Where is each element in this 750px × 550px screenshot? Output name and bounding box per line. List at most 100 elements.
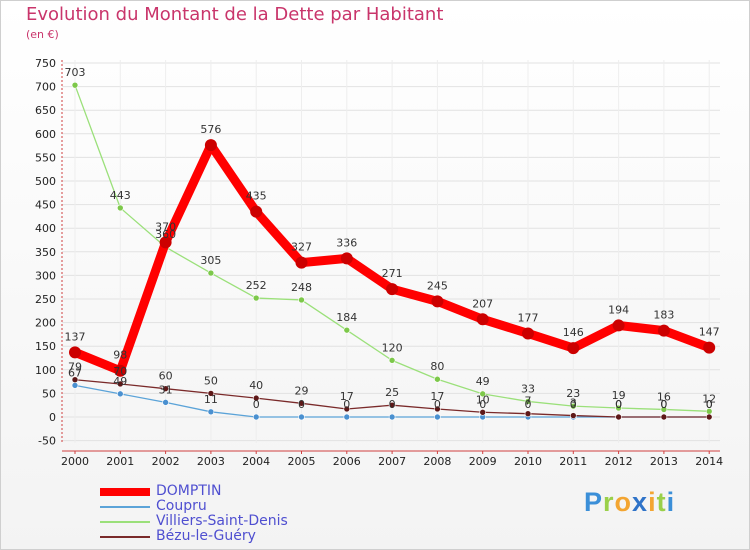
data-point bbox=[388, 413, 396, 421]
legend-swatch bbox=[100, 536, 150, 538]
data-point bbox=[298, 296, 305, 304]
data-label: 360 bbox=[155, 228, 176, 241]
data-label: 336 bbox=[336, 236, 357, 249]
y-tick-label: 50 bbox=[42, 387, 56, 400]
data-point bbox=[434, 413, 441, 421]
data-point bbox=[479, 390, 487, 398]
chart-title: Evolution du Montant de la Dette par Hab… bbox=[26, 4, 444, 25]
data-label: 184 bbox=[336, 311, 357, 324]
data-point bbox=[660, 406, 668, 413]
data-point bbox=[567, 342, 580, 355]
data-label: 23 bbox=[566, 387, 580, 400]
data-point bbox=[524, 410, 532, 417]
data-label: 0 bbox=[253, 398, 260, 411]
data-point bbox=[207, 390, 215, 397]
data-label: 0 bbox=[706, 398, 713, 411]
legend-swatch bbox=[100, 506, 150, 508]
data-point bbox=[386, 283, 399, 296]
data-point bbox=[434, 405, 441, 413]
data-point bbox=[69, 346, 81, 359]
data-label: 146 bbox=[563, 326, 584, 339]
data-point bbox=[343, 326, 351, 334]
legend-label: Bézu-le-Guéry bbox=[156, 528, 256, 544]
data-point bbox=[117, 390, 124, 398]
data-label: 0 bbox=[525, 398, 532, 411]
brand-letter: P bbox=[584, 487, 604, 517]
brand-logo: Proxiti bbox=[584, 487, 675, 518]
y-tick-label: 550 bbox=[35, 151, 56, 164]
data-label: 31 bbox=[159, 383, 173, 396]
x-tick-label: 2005 bbox=[288, 455, 316, 468]
data-label: 7 bbox=[525, 395, 532, 408]
data-point bbox=[660, 413, 668, 421]
y-tick-label: 500 bbox=[35, 175, 56, 188]
data-label: 25 bbox=[385, 386, 399, 399]
data-label: 40 bbox=[249, 379, 263, 392]
brand-letter: o bbox=[614, 487, 633, 517]
data-label: 194 bbox=[608, 303, 629, 316]
data-point bbox=[298, 400, 305, 407]
x-tick-label: 2013 bbox=[650, 455, 678, 468]
data-label: 183 bbox=[653, 309, 674, 322]
data-point bbox=[569, 412, 577, 419]
data-point bbox=[162, 399, 169, 406]
data-point bbox=[388, 357, 396, 364]
data-label: 49 bbox=[476, 375, 490, 388]
data-label: 0 bbox=[570, 398, 577, 411]
data-label: 370 bbox=[155, 220, 176, 233]
data-label: 49 bbox=[113, 375, 127, 388]
data-point bbox=[340, 252, 353, 265]
data-point bbox=[657, 324, 670, 337]
data-point bbox=[615, 413, 622, 421]
y-tick-label: 400 bbox=[35, 222, 56, 235]
y-tick-label: 250 bbox=[35, 293, 56, 306]
data-point bbox=[207, 269, 215, 277]
data-label: 435 bbox=[246, 190, 267, 203]
data-point bbox=[524, 398, 532, 405]
data-label: 0 bbox=[434, 398, 441, 411]
data-point bbox=[162, 385, 169, 392]
data-label: 29 bbox=[295, 384, 309, 397]
data-label: 576 bbox=[200, 123, 221, 136]
legend-swatch bbox=[100, 521, 150, 523]
data-label: 0 bbox=[343, 398, 350, 411]
data-label: 16 bbox=[657, 390, 671, 403]
x-tick-label: 2008 bbox=[423, 455, 451, 468]
y-tick-label: 450 bbox=[35, 199, 56, 212]
data-point bbox=[522, 327, 534, 340]
data-label: 33 bbox=[521, 382, 535, 395]
x-tick-label: 2002 bbox=[152, 455, 180, 468]
y-tick-label: 150 bbox=[35, 340, 56, 353]
data-point bbox=[71, 81, 79, 89]
data-point bbox=[117, 204, 124, 212]
data-point bbox=[343, 413, 351, 421]
data-point bbox=[204, 139, 217, 152]
x-tick-label: 2003 bbox=[197, 455, 225, 468]
data-label: 443 bbox=[110, 189, 131, 202]
x-tick-label: 2007 bbox=[378, 455, 406, 468]
legend-label: DOMPTIN bbox=[156, 483, 222, 499]
data-point bbox=[612, 319, 625, 332]
data-point bbox=[615, 404, 622, 412]
y-tick-label: 750 bbox=[35, 57, 56, 70]
data-point bbox=[569, 402, 577, 410]
brand-letter: t bbox=[656, 487, 667, 517]
x-tick-label: 2010 bbox=[514, 455, 542, 468]
brand-letter: i bbox=[666, 487, 676, 517]
data-point bbox=[252, 394, 260, 402]
data-label: 0 bbox=[298, 398, 305, 411]
data-point bbox=[250, 205, 263, 218]
data-label: 70 bbox=[113, 365, 127, 378]
data-point bbox=[252, 413, 260, 421]
y-tick-label: 100 bbox=[35, 364, 56, 377]
x-tick-label: 2014 bbox=[695, 455, 723, 468]
data-label: 120 bbox=[382, 341, 403, 354]
data-point bbox=[71, 376, 79, 384]
data-label: 3 bbox=[570, 397, 577, 410]
data-label: 245 bbox=[427, 279, 448, 292]
legend-label: Coupru bbox=[156, 498, 207, 514]
data-label: 0 bbox=[615, 398, 622, 411]
data-point bbox=[295, 256, 308, 269]
y-tick-label: 300 bbox=[35, 269, 56, 282]
